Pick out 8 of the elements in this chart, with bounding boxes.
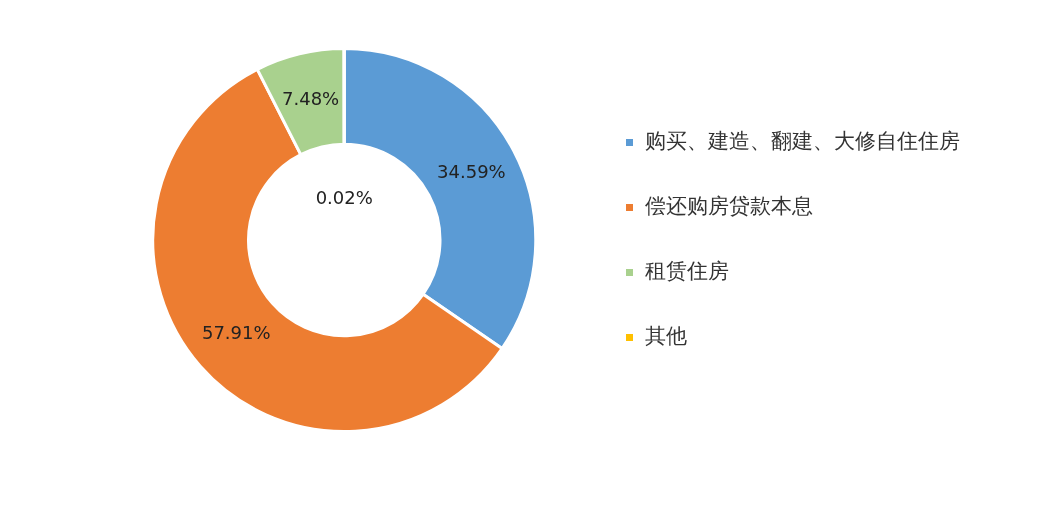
legend-label: 其他 — [645, 323, 687, 348]
data-label: 57.91% — [201, 322, 271, 344]
legend-label: 偿还购房贷款本息 — [645, 193, 813, 218]
legend-label: 购买、建造、翻建、大修自住住房 — [645, 128, 960, 153]
data-label: 34.59% — [437, 160, 506, 182]
data-label: 0.02% — [315, 187, 373, 209]
data-label: 7.48% — [282, 88, 340, 110]
legend-label: 租赁住房 — [645, 258, 729, 283]
